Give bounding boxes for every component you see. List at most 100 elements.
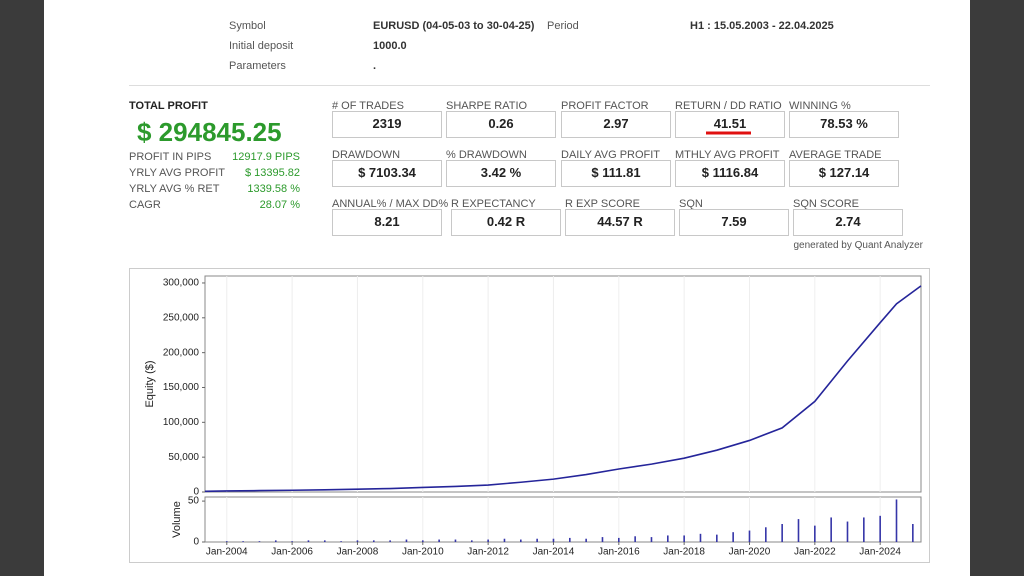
report-page [44,0,970,576]
header-value: 1000.0 [373,40,407,52]
volume-bar [323,540,326,542]
volume-bar [732,532,734,542]
metric-label: SQN [679,198,703,210]
metric-value: 2.97 [561,111,671,138]
metric-label: DAILY AVG PROFIT [561,149,661,161]
volume-bar [520,539,522,542]
metric-label: DRAWDOWN [332,149,401,161]
metric-value: 0.42 R [451,209,561,236]
x-tick-label: Jan-2018 [663,547,705,558]
volume-bar [225,541,228,542]
volume-bar [699,533,702,542]
volume-bar [552,538,555,542]
metric-value: 2.74 [793,209,903,236]
header-value: EURUSD (04-05-03 to 30-04-25) [373,20,535,32]
y-tick-label: 50,000 [168,452,199,463]
metric-label: RETURN / DD RATIO [675,100,782,112]
metric-value: 7.59 [679,209,789,236]
metric-value: 0.26 [446,111,556,138]
y-tick-label: 50 [188,496,200,507]
volume-bar [895,499,898,542]
volume-bar [454,539,457,542]
y-axis-label: Volume [171,501,183,538]
volume-bar [912,524,914,542]
summary-value: 28.07 % [259,199,300,211]
volume-bar [716,534,718,542]
x-tick-label: Jan-2014 [533,547,575,558]
volume-bar [863,517,865,542]
volume-bar [291,541,293,542]
volume-bar [569,537,571,542]
metric-label: AVERAGE TRADE [789,149,882,161]
x-tick-label: Jan-2024 [859,547,901,558]
volume-bar [879,515,881,542]
volume-bar [356,540,359,542]
header-label: Parameters [229,60,286,72]
summary-label: YRLY AVG PROFIT [129,167,225,179]
metric-label: SQN SCORE [793,198,860,210]
volume-bar [814,525,816,542]
metric-label: # OF TRADES [332,100,404,112]
summary-label: PROFIT IN PIPS [129,151,212,163]
metric-value: 2319 [332,111,442,138]
metric-label: WINNING % [789,100,851,112]
summary-label: CAGR [129,199,161,211]
metric-value: 41.51 [675,111,785,138]
volume-bar [405,539,408,542]
metric-value: $ 1116.84 [675,160,785,187]
summary-value: $ 13395.82 [244,167,300,179]
volume-bar [258,541,261,542]
metric-label: PROFIT FACTOR [561,100,649,112]
volume-bar [634,536,636,542]
plot-frame [204,275,922,493]
y-tick-label: 100,000 [163,417,200,428]
metric-value: $ 127.14 [789,160,899,187]
metric-value: 44.57 R [565,209,675,236]
metric-label: R EXPECTANCY [451,198,536,210]
volume-bar [650,537,653,542]
metric-label: MTHLY AVG PROFIT [675,149,780,161]
volume-bar [487,539,489,542]
volume-bar [503,538,506,542]
metric-label: R EXP SCORE [565,198,640,210]
y-tick-label: 150,000 [163,382,200,393]
header-label: Symbol [229,20,266,32]
volume-bar [748,530,751,542]
summary-value: 12917.9 PIPS [232,151,300,163]
x-tick-label: Jan-2022 [794,547,836,558]
metric-value: 8.21 [332,209,442,236]
volume-bar [389,540,391,542]
metric-label: ANNUAL% / MAX DD% [332,198,449,210]
x-tick-label: Jan-2008 [337,547,379,558]
volume-bar [340,541,342,542]
header-value: H1 : 15.05.2003 - 22.04.2025 [690,20,834,32]
header-value: . [373,60,377,72]
volume-bar [797,519,800,542]
x-tick-label: Jan-2010 [402,547,444,558]
volume-bar [372,540,375,542]
header-label: Initial deposit [229,40,294,52]
volume-bar [667,535,669,542]
y-tick-label: 0 [193,487,199,498]
y-axis-label: Equity ($) [144,360,156,407]
footer-note: generated by Quant Analyzer [793,240,923,251]
metric-value: $ 7103.34 [332,160,442,187]
volume-bar [307,540,310,542]
volume-bar [274,540,277,542]
y-tick-label: 200,000 [163,347,200,358]
volume-bar [536,538,538,542]
y-tick-label: 300,000 [163,278,200,289]
volume-bar [585,538,587,542]
volume-bar [618,537,620,542]
summary-value: 1339.58 % [247,183,300,195]
volume-bar [846,521,849,542]
metric-value: $ 111.81 [561,160,671,187]
metric-value: 78.53 % [789,111,899,138]
x-tick-label: Jan-2012 [467,547,509,558]
chart-panel [129,268,930,563]
volume-bar [421,540,424,542]
volume-bar [830,517,832,542]
equity-line [204,285,922,493]
